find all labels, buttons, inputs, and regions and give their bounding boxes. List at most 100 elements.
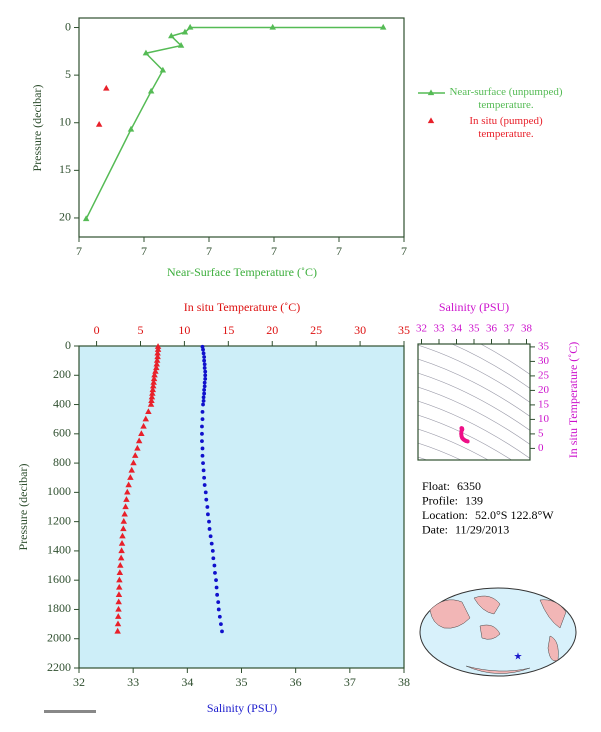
data-point [95,121,103,127]
x-tick-label: 37 [504,323,516,335]
density-contour [418,372,530,431]
x-tick-label: 36 [290,675,302,689]
data-point [150,375,158,382]
data-point [118,539,126,546]
data-point [219,622,223,626]
density-contour [418,428,489,460]
y-tick-label: 5 [538,427,544,439]
x-axis-title: Salinity (PSU) [439,300,509,314]
y-tick-label: 2000 [47,630,71,644]
data-point [217,614,222,619]
y-tick-label: 10 [59,114,71,128]
map-land [473,595,501,615]
info-value: 52.0°S 122.8°W [475,508,554,522]
y-tick-label: 2200 [47,660,71,674]
x2-axis-title: In situ Temperature (˚C) [184,300,301,314]
data-point [142,415,149,422]
data-point [202,475,207,480]
data-point [117,554,125,561]
data-point [121,510,128,517]
density-contour [418,386,530,445]
data-point [154,353,161,360]
data-point [202,388,207,392]
data-point [202,362,207,367]
data-point [220,629,224,634]
data-point [201,461,205,465]
data-point [212,563,217,568]
legend-label: Near-surface (unpumped) temperature. [449,86,563,111]
data-point [200,424,204,429]
x-tick-label: 7 [206,244,212,258]
data-point [203,377,208,381]
plot-frame [417,343,531,461]
x-axis-title: Salinity (PSU) [207,701,277,715]
density-contour [418,400,530,459]
plot-area [79,18,404,237]
x-tick-label: 38 [521,323,533,335]
data-point [149,382,157,389]
data-point [115,591,123,597]
data-point [201,402,205,407]
y-tick-label: 20 [59,210,71,224]
x-axis-title: Near-Surface Temperature (˚C) [167,265,317,279]
data-point [82,215,90,222]
data-point [200,439,204,444]
float-location-star: ★ [514,651,523,662]
data-point [205,505,210,509]
data-point [201,347,205,352]
x-tick-label: 5 [137,323,143,337]
y-tick-label: 600 [53,426,71,440]
y-tick-label: 10 [538,413,550,425]
map-land [547,635,559,661]
data-point [122,503,129,510]
data-point [207,519,211,524]
x-tick-label: 10 [178,323,190,337]
x-tick-label: 7 [271,244,277,258]
data-point [211,556,216,561]
y-tick-label: 20 [538,384,550,396]
legend-marker [427,117,435,124]
x-tick-label: 35 [398,323,410,337]
data-point [151,371,158,378]
info-label: Date: [422,522,448,536]
density-contour [418,456,428,460]
data-point [147,400,155,407]
legend-marker [427,89,435,96]
y-tick-label: 15 [538,398,550,410]
data-point [214,578,218,583]
x-tick-label: 32 [416,323,427,335]
y-tick-label: 400 [53,396,71,410]
data-point [202,355,207,359]
y-tick-label: 1200 [47,513,71,527]
data-point [115,583,123,590]
data-point [209,541,214,546]
data-point [114,620,122,627]
x-tick-label: 38 [398,675,410,689]
y-tick-label: 25 [538,369,550,381]
data-point [134,444,141,451]
data-point [118,547,125,554]
info-value: 11/29/2013 [455,522,509,536]
data-point [131,452,139,458]
y-tick-label: 200 [53,367,71,381]
density-contour [418,414,512,460]
data-point [115,605,122,612]
x-tick-label: 20 [266,323,278,337]
data-point [145,408,152,415]
data-point [203,373,208,378]
y-axis-title: In situ Temperature (˚C) [566,342,580,459]
footer-mark [44,710,96,713]
data-point [216,600,221,605]
data-point [202,483,207,487]
data-point [150,378,157,385]
data-point [154,349,161,356]
y-tick-label: 0 [65,19,71,33]
y-tick-label: 0 [65,338,71,352]
density-contour [418,344,530,403]
map-land [465,665,531,674]
x-tick-label: 35 [236,675,248,689]
data-point [181,28,189,35]
data-point [208,534,213,539]
data-point [127,125,135,132]
x-tick-label: 34 [181,675,193,689]
